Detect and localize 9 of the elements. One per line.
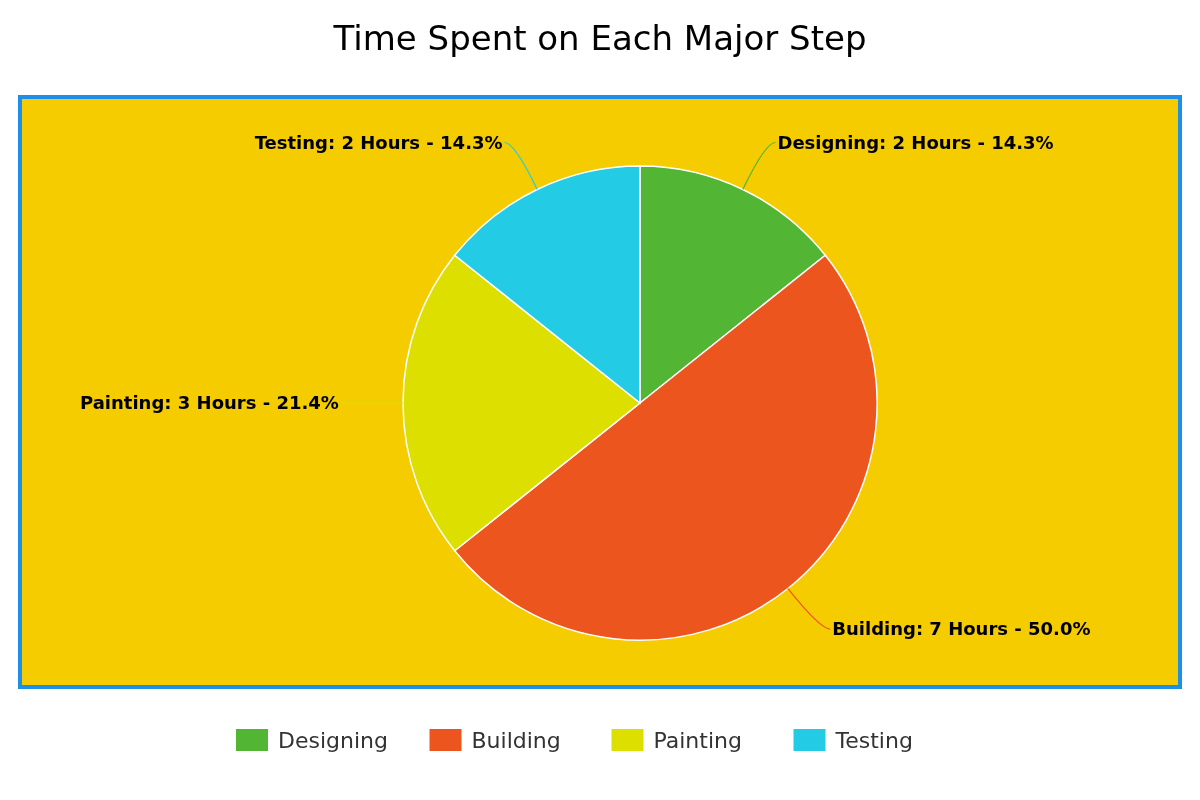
data-label: Testing: 2 Hours - 14.3% — [254, 131, 503, 153]
chart-title: Time Spent on Each Major Step — [332, 17, 867, 58]
data-label: Painting: 3 Hours - 21.4% — [80, 392, 339, 414]
legend-label: Building — [471, 727, 561, 753]
data-label: Designing: 2 Hours - 14.3% — [777, 131, 1054, 153]
legend-label: Designing — [278, 727, 388, 753]
legend-label: Testing — [834, 727, 913, 753]
legend-label: Painting — [653, 727, 742, 753]
data-label: Building: 7 Hours - 50.0% — [832, 618, 1091, 640]
